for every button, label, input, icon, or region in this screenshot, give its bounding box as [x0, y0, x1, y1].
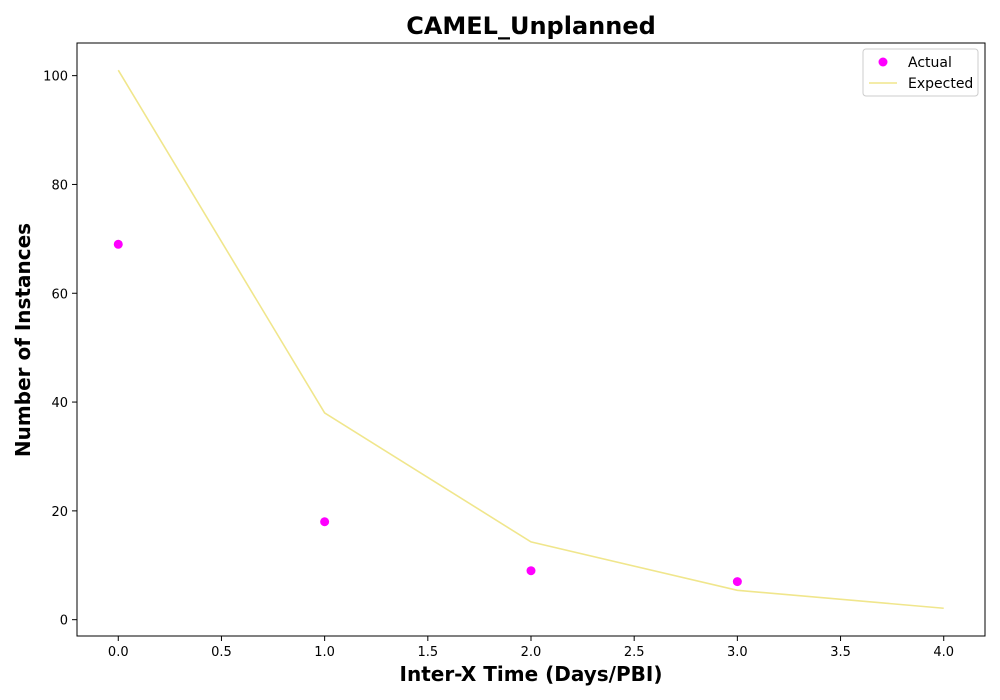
y-tick-label: 60 [51, 287, 68, 302]
data-point-actual [526, 566, 536, 576]
x-tick-label: 1.5 [417, 645, 438, 660]
legend-marker-actual [878, 57, 888, 67]
plot-area [76, 42, 986, 637]
y-tick-label: 0 [60, 614, 68, 629]
data-point-actual [113, 239, 123, 249]
data-point-actual [320, 517, 330, 527]
x-tick-label: 0.5 [211, 645, 232, 660]
y-tick-label: 80 [51, 178, 68, 193]
chart-title: CAMEL_Unplanned [406, 12, 656, 40]
x-axis-label: Inter-X Time (Days/PBI) [400, 662, 663, 686]
x-tick-label: 0.0 [108, 645, 129, 660]
legend-box [862, 48, 979, 97]
x-tick-label: 2.0 [521, 645, 542, 660]
axis-ticks: 0.0 0.5 1.0 1.5 2.0 2.5 3.0 3.5 4.0 0 20 40 60 80 100 [43, 70, 954, 660]
x-tick-label: 3.0 [727, 645, 748, 660]
y-tick-label: 20 [51, 505, 68, 520]
x-tick-label: 3.5 [830, 645, 851, 660]
x-tick-label: 1.0 [314, 645, 335, 660]
legend-label: Actual [908, 55, 952, 71]
x-tick-label: 4.0 [933, 645, 954, 660]
series-layer [113, 69, 944, 610]
series-line-expected [117, 69, 944, 610]
y-axis-label: Number of Instances [11, 223, 35, 457]
x-tick-label: 2.5 [624, 645, 645, 660]
legend-label: Expected [908, 76, 973, 92]
y-tick-label: 100 [43, 70, 68, 85]
data-point-actual [732, 577, 742, 587]
y-tick-label: 40 [51, 396, 68, 411]
legend: Actual Expected [862, 48, 979, 97]
